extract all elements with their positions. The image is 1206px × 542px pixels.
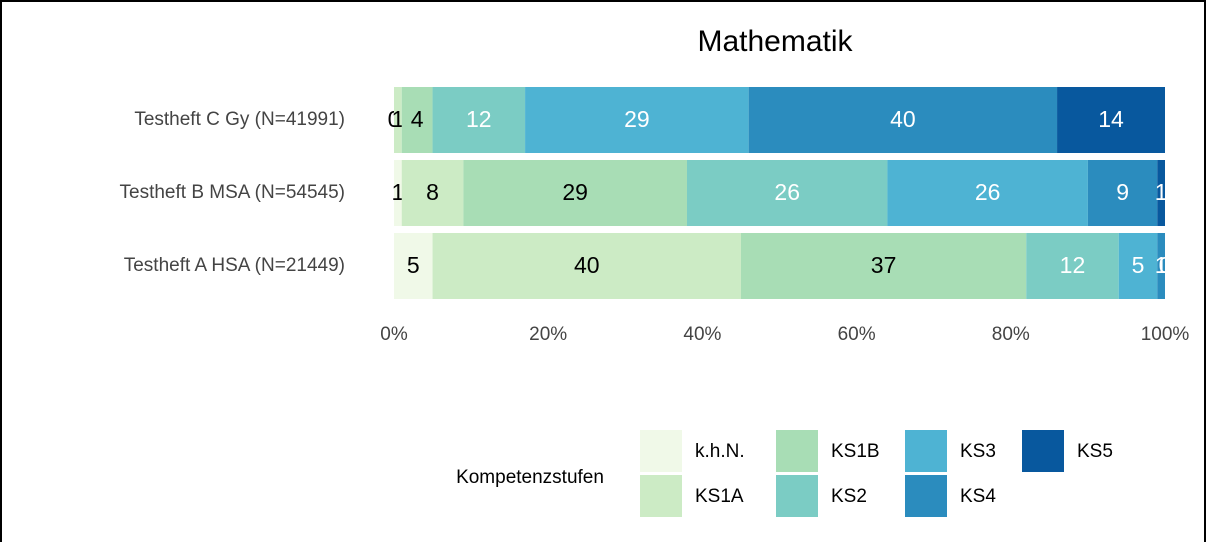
legend-swatch <box>640 430 682 472</box>
legend-label: KS4 <box>960 486 996 507</box>
bar-segment <box>432 233 741 299</box>
x-tick-label: 0% <box>380 324 408 345</box>
data-label: 5 <box>407 252 420 278</box>
bar-segment <box>1026 233 1119 299</box>
legend-swatch <box>776 430 818 472</box>
bar-segment <box>394 233 433 299</box>
data-label: 26 <box>774 179 800 205</box>
data-label: 0 <box>1159 252 1172 278</box>
y-tick-label: Testheft B MSA (N=54545) <box>120 182 345 203</box>
bar-segment <box>1118 233 1158 299</box>
bar-segment <box>1087 160 1158 226</box>
data-label: 1 <box>391 106 404 132</box>
chart-title: Mathematik <box>697 25 853 58</box>
data-label: 29 <box>624 106 650 132</box>
legend-label: KS3 <box>960 441 996 462</box>
data-label: 4 <box>411 106 424 132</box>
data-label: 14 <box>1098 106 1124 132</box>
legend-label: k.h.N. <box>695 441 745 462</box>
data-label: 9 <box>1116 179 1129 205</box>
legend-label: KS2 <box>831 486 867 507</box>
bar-segment <box>432 87 526 153</box>
data-label: 1 <box>1155 179 1168 205</box>
bar-segment <box>401 87 433 153</box>
legend-swatch <box>1022 430 1064 472</box>
bar-segment <box>394 87 402 153</box>
y-tick-label: Testheft A HSA (N=21449) <box>124 255 345 276</box>
legend-swatch <box>640 475 682 517</box>
bar-segment <box>1157 233 1165 299</box>
bar-segment <box>740 233 1027 299</box>
legend-title: Kompetenzstufen <box>456 467 604 488</box>
bar-segment <box>748 87 1058 153</box>
bar-segment <box>686 160 888 226</box>
data-label: 29 <box>562 179 588 205</box>
data-label: 12 <box>1060 252 1086 278</box>
data-label: 1 <box>391 179 404 205</box>
legend-label: KS1A <box>695 486 744 507</box>
legend-swatch <box>776 475 818 517</box>
legend-label: KS5 <box>1077 441 1113 462</box>
bar-segment <box>887 160 1088 226</box>
bar-segment <box>394 160 402 226</box>
x-tick-label: 60% <box>838 324 876 345</box>
legend-swatch <box>905 475 947 517</box>
legend-label: KS1B <box>831 441 880 462</box>
data-label: 40 <box>574 252 600 278</box>
x-tick-label: 100% <box>1141 324 1190 345</box>
x-tick-label: 80% <box>992 324 1030 345</box>
bar-segment <box>401 160 464 226</box>
legend-swatch <box>905 430 947 472</box>
data-label: 37 <box>871 252 897 278</box>
data-label: 26 <box>975 179 1001 205</box>
x-tick-label: 20% <box>529 324 567 345</box>
bar-segment <box>1157 160 1165 226</box>
data-label: 12 <box>466 106 492 132</box>
bar-segment <box>1057 87 1165 153</box>
y-tick-label: Testheft C Gy (N=41991) <box>134 109 345 130</box>
x-tick-label: 40% <box>683 324 721 345</box>
data-label: 5 <box>1132 252 1145 278</box>
bar-segment <box>525 87 749 153</box>
bar-segment <box>463 160 687 226</box>
data-label: 40 <box>890 106 916 132</box>
data-label: 1 <box>1155 252 1168 278</box>
data-label: 8 <box>426 179 439 205</box>
